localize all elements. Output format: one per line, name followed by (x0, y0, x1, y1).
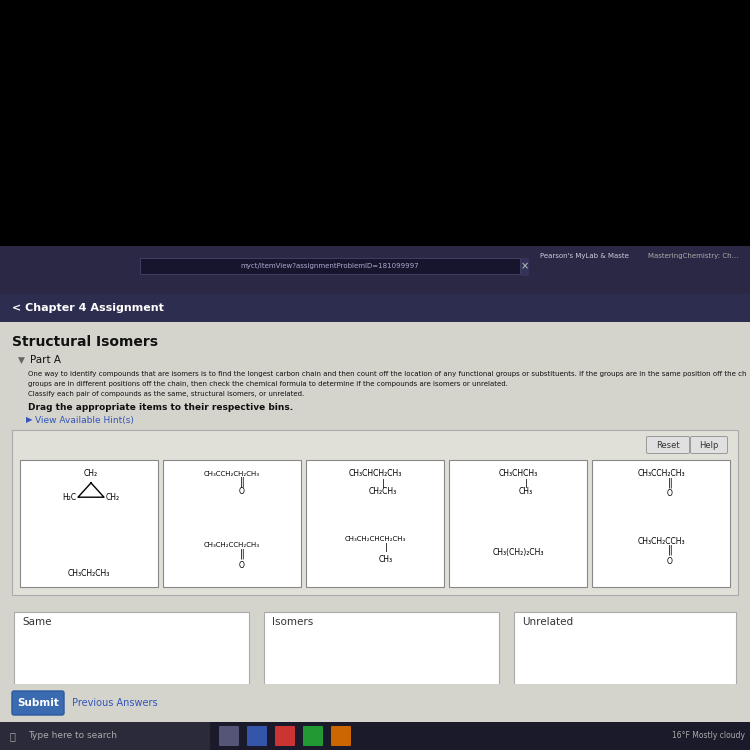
Text: Submit: Submit (17, 698, 59, 708)
FancyBboxPatch shape (163, 460, 301, 587)
Text: Unrelated: Unrelated (522, 617, 573, 627)
Text: CH₃CH₂CCH₂CH₃: CH₃CH₂CCH₂CH₃ (204, 542, 260, 548)
Text: ‖: ‖ (239, 477, 244, 488)
Text: CH₃CH₂CHCH₂CH₃: CH₃CH₂CHCH₂CH₃ (344, 536, 406, 542)
Text: groups are in different positions off the chain, then check the chemical formula: groups are in different positions off th… (28, 381, 508, 387)
Text: Reset: Reset (656, 440, 680, 449)
FancyBboxPatch shape (275, 726, 295, 746)
FancyBboxPatch shape (646, 436, 689, 454)
Text: Structural Isomers: Structural Isomers (12, 335, 158, 349)
Text: ‖: ‖ (668, 478, 673, 488)
Text: |: | (385, 544, 388, 553)
FancyBboxPatch shape (264, 612, 499, 717)
Text: 🔍: 🔍 (10, 731, 16, 741)
Text: Isomers: Isomers (272, 617, 314, 627)
FancyBboxPatch shape (140, 258, 520, 274)
Text: Pearson's MyLab & Maste: Pearson's MyLab & Maste (540, 253, 628, 259)
FancyBboxPatch shape (303, 726, 323, 746)
Text: CH₃CH₂CH₃: CH₃CH₂CH₃ (68, 568, 110, 578)
Text: CH₂: CH₂ (106, 493, 120, 502)
Text: CH₃CHCH₂CH₃: CH₃CHCH₂CH₃ (348, 470, 402, 478)
FancyBboxPatch shape (247, 726, 267, 746)
Text: CH₃CHCH₃: CH₃CHCH₃ (498, 470, 538, 478)
FancyBboxPatch shape (0, 722, 210, 750)
Text: O: O (667, 556, 673, 566)
Text: O: O (239, 560, 245, 569)
FancyBboxPatch shape (331, 726, 351, 746)
Text: View Available Hint(s): View Available Hint(s) (35, 416, 134, 424)
FancyBboxPatch shape (521, 258, 529, 276)
Text: Type here to search: Type here to search (28, 731, 117, 740)
Text: CH₃CCH₂CH₂CH₃: CH₃CCH₂CH₂CH₃ (204, 471, 260, 477)
FancyBboxPatch shape (306, 460, 444, 587)
FancyBboxPatch shape (219, 726, 239, 746)
Text: CH₂CH₃: CH₂CH₃ (369, 487, 398, 496)
FancyBboxPatch shape (449, 460, 587, 587)
FancyBboxPatch shape (0, 294, 750, 322)
Text: < Chapter 4 Assignment: < Chapter 4 Assignment (12, 303, 164, 313)
Text: Previous Answers: Previous Answers (72, 698, 158, 708)
Text: CH₃: CH₃ (379, 554, 393, 563)
Text: ‖: ‖ (239, 549, 244, 560)
FancyBboxPatch shape (20, 460, 158, 587)
Text: Drag the appropriate items to their respective bins.: Drag the appropriate items to their resp… (28, 403, 293, 412)
Text: ×: × (521, 261, 529, 271)
FancyBboxPatch shape (0, 246, 750, 294)
FancyBboxPatch shape (14, 612, 249, 717)
Text: ‖: ‖ (668, 544, 673, 555)
FancyBboxPatch shape (691, 436, 728, 454)
Text: ▶: ▶ (26, 416, 32, 424)
Text: H₂C: H₂C (62, 493, 76, 502)
Text: Classify each pair of compounds as the same, structural isomers, or unrelated.: Classify each pair of compounds as the s… (28, 391, 305, 397)
Text: myct/ItemView?assignmentProblemID=181099997: myct/ItemView?assignmentProblemID=181099… (241, 263, 419, 269)
FancyBboxPatch shape (0, 722, 750, 750)
Text: Same: Same (22, 617, 52, 627)
Text: Part A: Part A (30, 355, 61, 365)
FancyBboxPatch shape (592, 460, 730, 587)
Text: 16°F Mostly cloudy: 16°F Mostly cloudy (672, 731, 745, 740)
Text: Help: Help (699, 440, 718, 449)
FancyBboxPatch shape (0, 684, 750, 722)
FancyBboxPatch shape (514, 612, 736, 717)
Text: O: O (239, 488, 245, 496)
Text: One way to identify compounds that are isomers is to find the longest carbon cha: One way to identify compounds that are i… (28, 371, 746, 377)
FancyBboxPatch shape (12, 430, 738, 595)
Text: ▼: ▼ (18, 356, 25, 364)
Text: CH₂: CH₂ (84, 469, 98, 478)
FancyBboxPatch shape (12, 691, 64, 715)
Text: |: | (382, 478, 385, 488)
Text: CH₃(CH₂)₂CH₃: CH₃(CH₂)₂CH₃ (492, 548, 544, 556)
Text: CH₃CCH₂CH₃: CH₃CCH₂CH₃ (638, 470, 685, 478)
Text: O: O (667, 488, 673, 497)
FancyBboxPatch shape (0, 322, 750, 684)
Text: CH₃CH₂CCH₃: CH₃CH₂CCH₃ (638, 536, 685, 545)
Text: |: | (524, 478, 527, 488)
Text: MasteringChemistry: Ch...: MasteringChemistry: Ch... (648, 253, 738, 259)
FancyBboxPatch shape (0, 0, 750, 246)
Text: CH₃: CH₃ (519, 488, 533, 496)
